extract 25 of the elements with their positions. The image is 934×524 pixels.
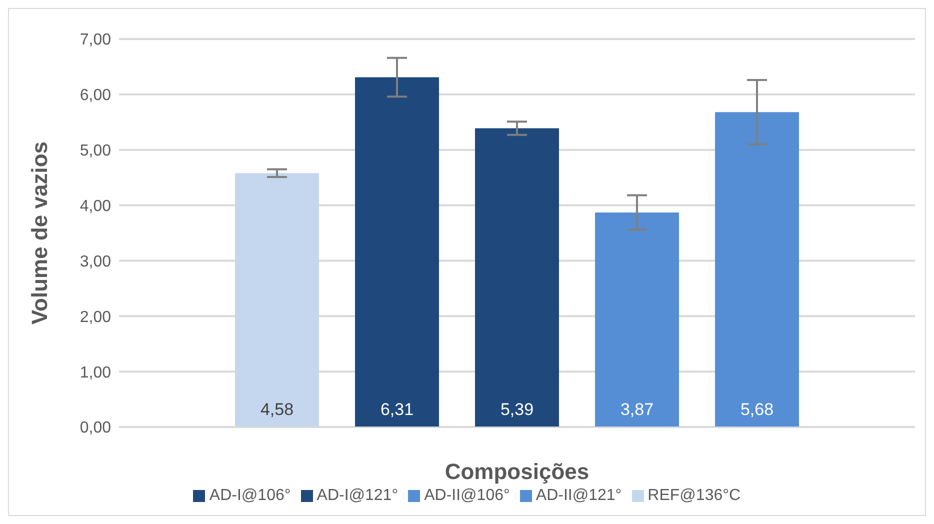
data-label: 4,58	[260, 400, 294, 419]
bar	[715, 112, 799, 427]
bar	[355, 77, 439, 427]
y-tick-label: 5,00	[80, 142, 112, 160]
y-tick-label: 2,00	[80, 308, 112, 326]
bar	[475, 128, 559, 427]
y-tick-label: 1,00	[80, 364, 112, 382]
legend-label: AD-II@121°	[536, 487, 622, 504]
y-axis-title: Volume de vazios	[26, 142, 52, 324]
legend-label: AD-I@121°	[316, 487, 398, 504]
legend-label: AD-II@106°	[424, 487, 510, 504]
legend-label: AD-I@106°	[209, 487, 291, 504]
y-tick-label: 7,00	[80, 32, 112, 49]
y-tick-label: 3,00	[80, 253, 112, 270]
legend-label: REF@136°C	[648, 487, 741, 504]
data-label: 3,87	[620, 400, 654, 419]
y-tick-label: 0,00	[80, 420, 112, 437]
data-label: 5,68	[740, 400, 774, 419]
data-label: 5,39	[500, 400, 534, 419]
y-tick-label: 6,00	[80, 87, 112, 104]
x-axis-title: Composições	[444, 459, 590, 484]
bar	[235, 173, 319, 427]
y-tick-label: 4,00	[80, 198, 112, 215]
bar	[595, 212, 679, 427]
data-label: 6,31	[380, 400, 414, 419]
